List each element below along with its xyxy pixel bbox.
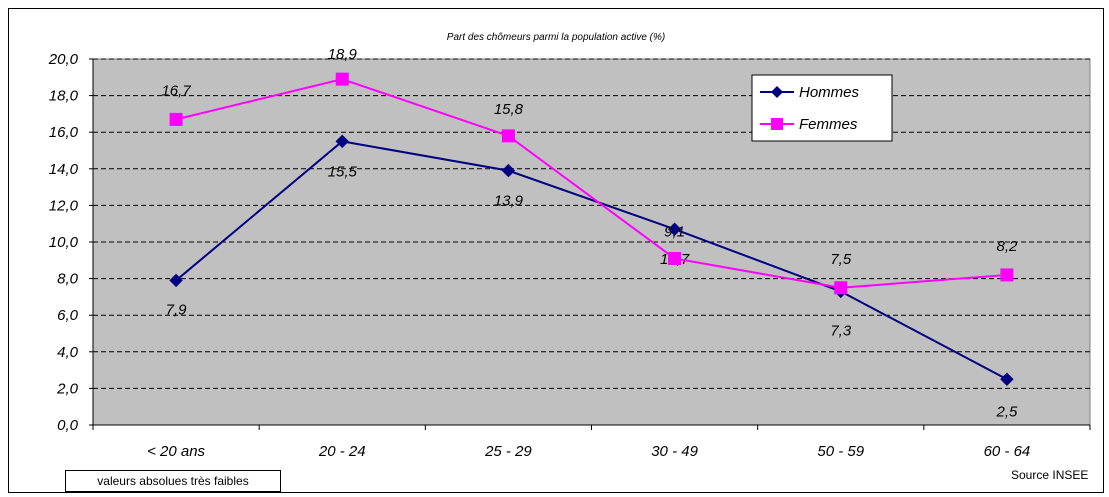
marker-femmes xyxy=(501,129,515,143)
y-tick-label: 10,0 xyxy=(49,234,79,251)
data-label-femmes: 18,9 xyxy=(328,46,358,63)
y-tick-label: 14,0 xyxy=(49,161,79,178)
series-line-femmes xyxy=(175,78,1007,289)
x-tick-label: 30 - 49 xyxy=(651,443,698,460)
footnote-box: valeurs absolues très faibles xyxy=(65,470,281,492)
data-label-femmes: 15,8 xyxy=(494,101,524,118)
y-tick-label: 0,0 xyxy=(57,417,79,434)
data-label-femmes: 9,1 xyxy=(664,223,685,240)
x-tick-label: < 20 ans xyxy=(147,443,205,460)
y-tick-label: 20,0 xyxy=(48,51,79,68)
y-tick-label: 16,0 xyxy=(49,124,79,141)
legend-label-hommes: Hommes xyxy=(799,84,860,101)
data-label-hommes: 15,5 xyxy=(328,163,358,180)
y-tick-label: 4,0 xyxy=(57,344,79,361)
chart-title: Part des chômeurs parmi la population ac… xyxy=(447,32,665,43)
legend-marker-femmes xyxy=(771,118,783,130)
marker-femmes xyxy=(668,251,682,265)
legend-marker-hommes xyxy=(771,86,783,98)
x-tick-label: 20 - 24 xyxy=(318,443,366,460)
marker-hommes xyxy=(667,222,682,236)
data-label-hommes: 7,3 xyxy=(830,322,852,339)
marker-hommes xyxy=(1000,372,1014,386)
data-label-hommes: 2,5 xyxy=(995,403,1018,420)
y-tick-label: 2,0 xyxy=(56,380,79,397)
data-label-femmes: 8,2 xyxy=(996,238,1018,255)
marker-femmes xyxy=(834,281,848,295)
marker-femmes xyxy=(169,112,183,126)
data-label-femmes: 7,5 xyxy=(830,251,852,268)
marker-hommes xyxy=(501,163,516,178)
y-tick-label: 12,0 xyxy=(49,197,79,214)
y-tick-label: 6,0 xyxy=(57,307,79,324)
y-tick-label: 18,0 xyxy=(49,88,79,105)
source-label: Source INSEE xyxy=(1011,468,1089,482)
legend-label-femmes: Femmes xyxy=(799,116,858,133)
marker-hommes xyxy=(335,134,349,149)
x-tick-label: 60 - 64 xyxy=(984,443,1031,460)
series-line-hommes xyxy=(175,140,1008,381)
marker-femmes xyxy=(335,72,349,86)
y-tick-label: 8,0 xyxy=(57,271,79,288)
marker-femmes xyxy=(1000,268,1014,282)
data-label-femmes: 16,7 xyxy=(161,82,191,99)
x-tick-label: 50 - 59 xyxy=(817,443,864,460)
data-label-hommes: 7,9 xyxy=(166,301,188,318)
x-tick-label: 25 - 29 xyxy=(484,443,532,460)
data-label-hommes: 13,9 xyxy=(494,193,524,210)
marker-hommes xyxy=(169,273,183,288)
